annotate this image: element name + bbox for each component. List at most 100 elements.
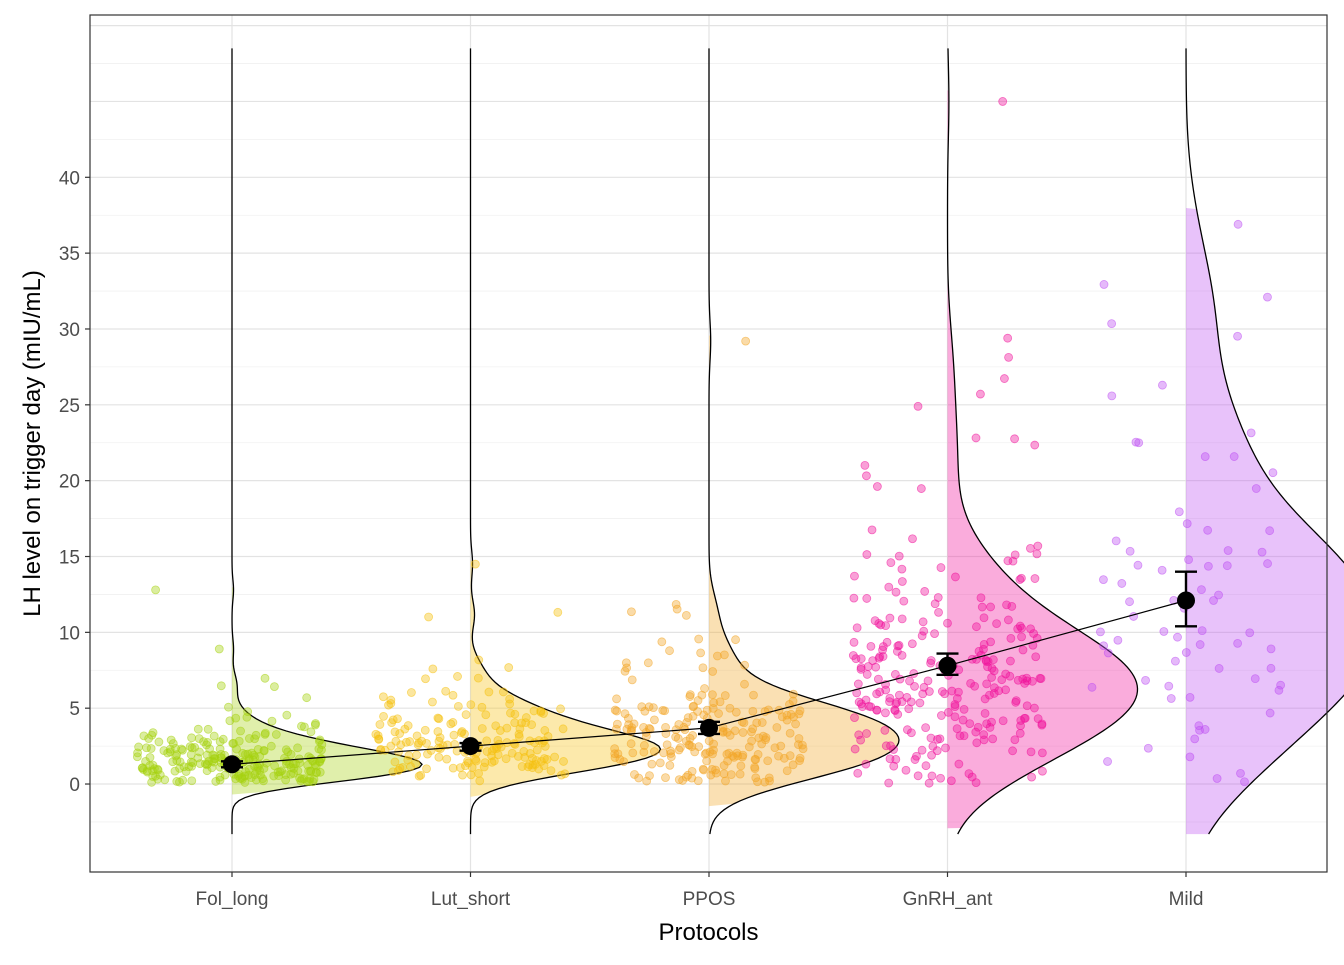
data-point: [861, 759, 871, 769]
data-point: [867, 525, 877, 535]
data-point: [626, 739, 636, 749]
data-point: [940, 689, 950, 699]
data-point: [788, 760, 798, 770]
axes: 0 5 10 15 20 25 30 35 40 Fol_long Lut_short PPOS GnR…: [59, 168, 1204, 910]
data-point: [237, 773, 247, 782]
data-point: [952, 694, 962, 703]
jitter-points: [132, 97, 1286, 788]
data-point: [610, 749, 620, 759]
data-point: [550, 752, 560, 762]
y-tick-label: 40: [59, 168, 80, 189]
data-point: [910, 755, 920, 764]
data-point: [1037, 719, 1047, 729]
data-point: [373, 731, 383, 740]
data-point: [1010, 434, 1019, 444]
data-point: [1195, 640, 1205, 649]
data-point: [987, 717, 996, 727]
data-point: [388, 715, 398, 725]
data-point: [1274, 685, 1284, 695]
data-point: [634, 773, 644, 783]
data-point: [795, 706, 805, 716]
data-point: [907, 639, 917, 649]
data-point: [788, 696, 798, 706]
data-point: [946, 776, 956, 786]
data-point: [915, 698, 925, 708]
data-point: [1018, 645, 1028, 655]
data-point: [517, 718, 526, 728]
data-point: [281, 775, 291, 785]
density-outline-GnRH_ant: [946, 48, 1139, 835]
data-point: [924, 778, 934, 788]
data-point: [658, 705, 668, 715]
data-point: [731, 635, 740, 645]
data-point: [899, 596, 909, 606]
data-point: [302, 693, 312, 703]
data-point: [481, 710, 491, 720]
data-point: [386, 699, 396, 708]
data-point: [1134, 438, 1144, 448]
data-point: [850, 713, 859, 723]
data-point: [194, 734, 204, 743]
data-point: [642, 776, 652, 786]
data-point: [203, 759, 213, 769]
data-point: [1170, 656, 1180, 666]
density-fill-Mild: [1186, 208, 1344, 835]
data-point: [688, 711, 698, 721]
data-point: [994, 686, 1004, 696]
data-point: [407, 688, 416, 697]
data-point: [763, 756, 773, 766]
x-tick-label: GnRH_ant: [903, 889, 993, 910]
data-point: [231, 774, 241, 784]
data-point: [620, 666, 630, 676]
data-point: [193, 724, 203, 734]
data-point: [175, 777, 184, 787]
data-point: [687, 773, 697, 783]
data-point: [708, 667, 718, 676]
data-point: [1017, 573, 1026, 583]
data-point: [479, 762, 489, 772]
data-point: [412, 750, 422, 760]
data-point: [685, 740, 695, 750]
data-point: [874, 653, 884, 663]
data-point: [884, 582, 894, 592]
data-point: [1013, 624, 1023, 634]
data-point: [303, 760, 313, 770]
data-point: [540, 741, 550, 751]
data-point: [406, 762, 415, 771]
data-point: [930, 629, 939, 639]
data-point: [928, 741, 938, 751]
data-point: [177, 744, 186, 754]
data-point: [144, 734, 154, 743]
data-point: [902, 725, 912, 735]
data-point: [639, 747, 649, 757]
data-point: [153, 774, 163, 784]
data-point: [1000, 374, 1009, 383]
data-point: [947, 686, 957, 696]
data-point: [558, 724, 568, 734]
data-point: [386, 695, 396, 705]
data-point: [655, 758, 665, 768]
data-point: [190, 743, 200, 752]
data-point: [707, 764, 717, 774]
data-point: [980, 709, 990, 718]
data-point: [872, 482, 882, 491]
density-outline-Lut_short: [469, 48, 662, 835]
data-point: [1103, 648, 1113, 658]
data-point: [269, 771, 279, 781]
data-point: [1103, 757, 1112, 766]
data-point: [271, 730, 281, 739]
data-point: [390, 727, 400, 737]
data-point: [885, 754, 895, 764]
data-point: [1133, 560, 1143, 570]
data-point: [881, 708, 890, 718]
data-point: [648, 703, 658, 713]
data-point: [649, 747, 659, 756]
data-point: [422, 739, 431, 748]
data-point: [379, 712, 388, 721]
data-point: [148, 760, 158, 770]
data-point: [311, 761, 321, 771]
data-point: [612, 706, 622, 716]
data-point: [1015, 728, 1025, 738]
data-point: [1185, 692, 1195, 702]
data-point: [160, 775, 170, 785]
